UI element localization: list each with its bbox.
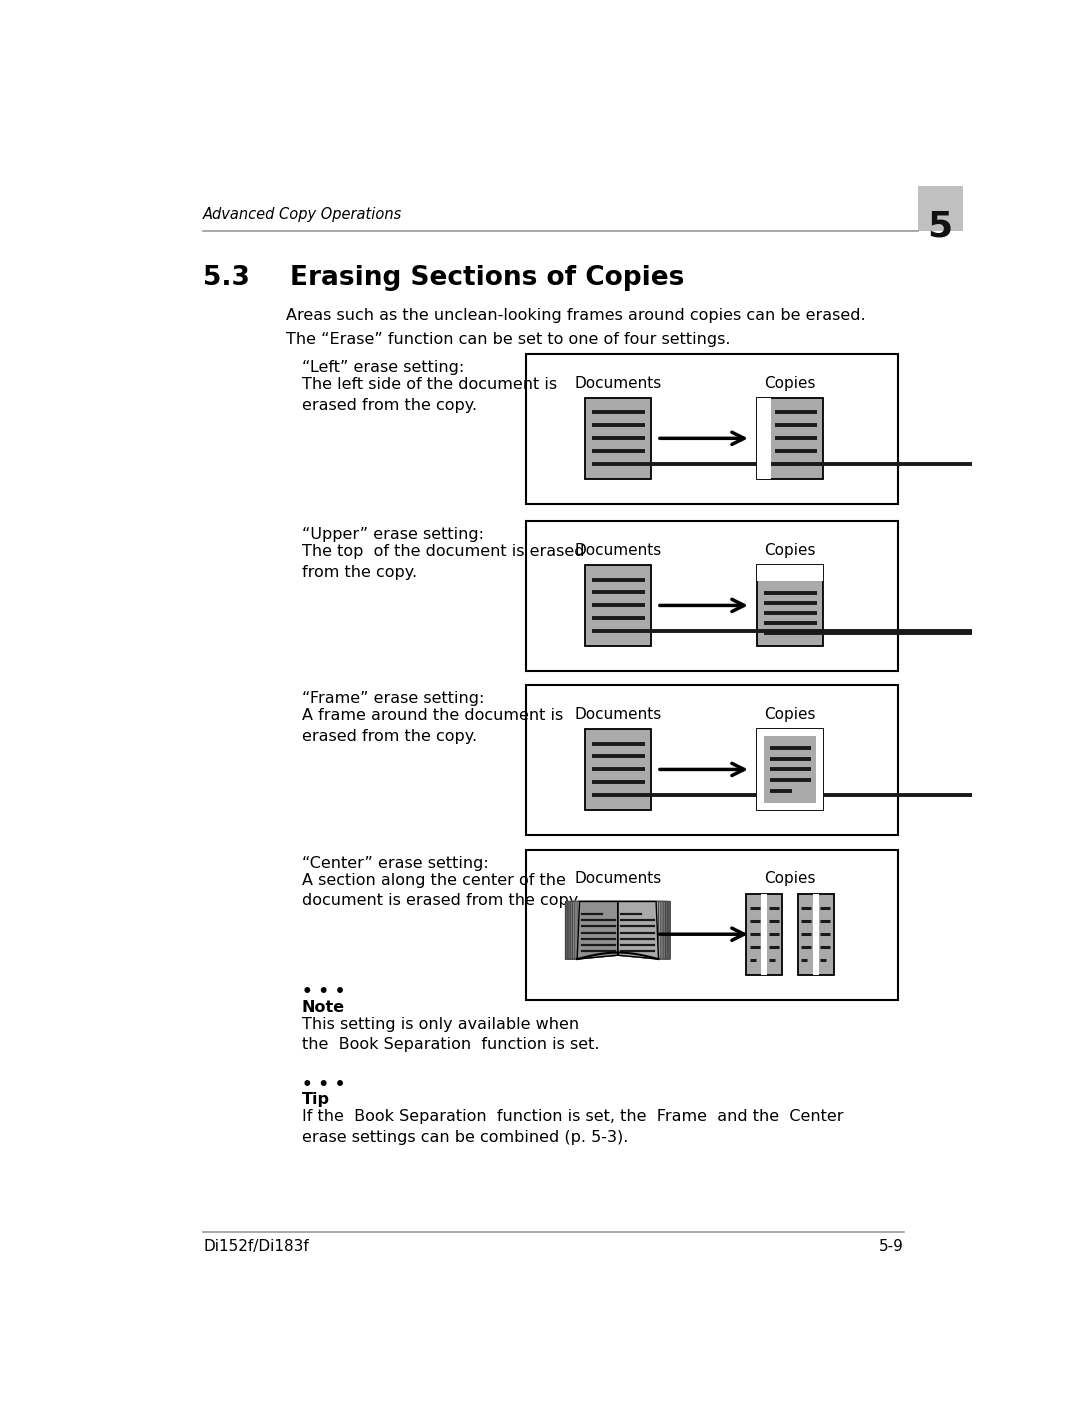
Text: Documents: Documents — [575, 707, 661, 721]
Bar — [585, 729, 651, 810]
Text: A frame around the document is
erased from the copy.: A frame around the document is erased fr… — [301, 709, 563, 744]
Text: “Frame” erase setting:: “Frame” erase setting: — [301, 692, 484, 706]
Text: Copies: Copies — [765, 707, 815, 721]
Bar — [813, 894, 819, 975]
Bar — [526, 684, 899, 835]
Text: • • •: • • • — [301, 983, 345, 1002]
Polygon shape — [568, 902, 618, 959]
Polygon shape — [566, 902, 618, 959]
Text: Di152f/Di183f: Di152f/Di183f — [203, 1239, 309, 1254]
Text: Documents: Documents — [575, 542, 661, 558]
Bar — [526, 850, 899, 1000]
Bar — [798, 894, 834, 975]
Bar — [746, 894, 782, 975]
Polygon shape — [572, 902, 618, 959]
Text: Erasing Sections of Copies: Erasing Sections of Copies — [291, 265, 685, 290]
Text: A section along the center of the
document is erased from the copy.: A section along the center of the docume… — [301, 872, 581, 908]
Polygon shape — [618, 902, 670, 959]
Bar — [526, 354, 899, 504]
Text: 5-9: 5-9 — [879, 1239, 904, 1254]
Polygon shape — [618, 902, 665, 959]
Polygon shape — [575, 902, 618, 959]
Text: • • •: • • • — [301, 1076, 345, 1093]
Text: “Center” erase setting:: “Center” erase setting: — [301, 857, 488, 871]
Text: Documents: Documents — [575, 376, 661, 390]
Polygon shape — [618, 902, 659, 959]
Polygon shape — [618, 902, 661, 959]
Text: 5: 5 — [928, 209, 953, 243]
Text: “Left” erase setting:: “Left” erase setting: — [301, 360, 464, 376]
Text: If the  Book Separation  function is set, the  Frame  and the  Center
erase sett: If the Book Separation function is set, … — [301, 1110, 843, 1144]
Text: Advanced Copy Operations: Advanced Copy Operations — [203, 206, 403, 222]
Bar — [764, 736, 815, 803]
Text: Note: Note — [301, 1000, 345, 1015]
Text: Documents: Documents — [575, 871, 661, 887]
Text: The “Erase” function can be set to one of four settings.: The “Erase” function can be set to one o… — [286, 333, 731, 347]
Polygon shape — [570, 902, 618, 959]
Text: The top  of the document is erased
from the copy.: The top of the document is erased from t… — [301, 544, 584, 579]
Text: Copies: Copies — [765, 376, 815, 390]
Text: Copies: Copies — [765, 542, 815, 558]
Text: 5.3: 5.3 — [203, 265, 251, 290]
Text: Copies: Copies — [765, 871, 815, 887]
Text: Tip: Tip — [301, 1093, 329, 1107]
Bar — [526, 521, 899, 672]
Bar — [757, 729, 823, 810]
Text: The left side of the document is
erased from the copy.: The left side of the document is erased … — [301, 377, 557, 413]
Bar — [918, 186, 962, 231]
Text: Areas such as the unclean-looking frames around copies can be erased.: Areas such as the unclean-looking frames… — [286, 307, 866, 323]
Polygon shape — [618, 902, 663, 959]
Bar — [585, 398, 651, 478]
Polygon shape — [618, 902, 659, 959]
Bar — [757, 565, 823, 646]
Bar — [761, 894, 767, 975]
Bar — [757, 729, 823, 810]
Polygon shape — [618, 902, 667, 959]
Bar — [585, 565, 651, 646]
Bar — [757, 398, 771, 478]
Text: “Upper” erase setting:: “Upper” erase setting: — [301, 528, 484, 542]
Bar — [757, 398, 823, 478]
Polygon shape — [577, 902, 618, 959]
Text: This setting is only available when
the  Book Separation  function is set.: This setting is only available when the … — [301, 1017, 599, 1053]
Bar — [757, 565, 823, 581]
Polygon shape — [577, 902, 618, 959]
